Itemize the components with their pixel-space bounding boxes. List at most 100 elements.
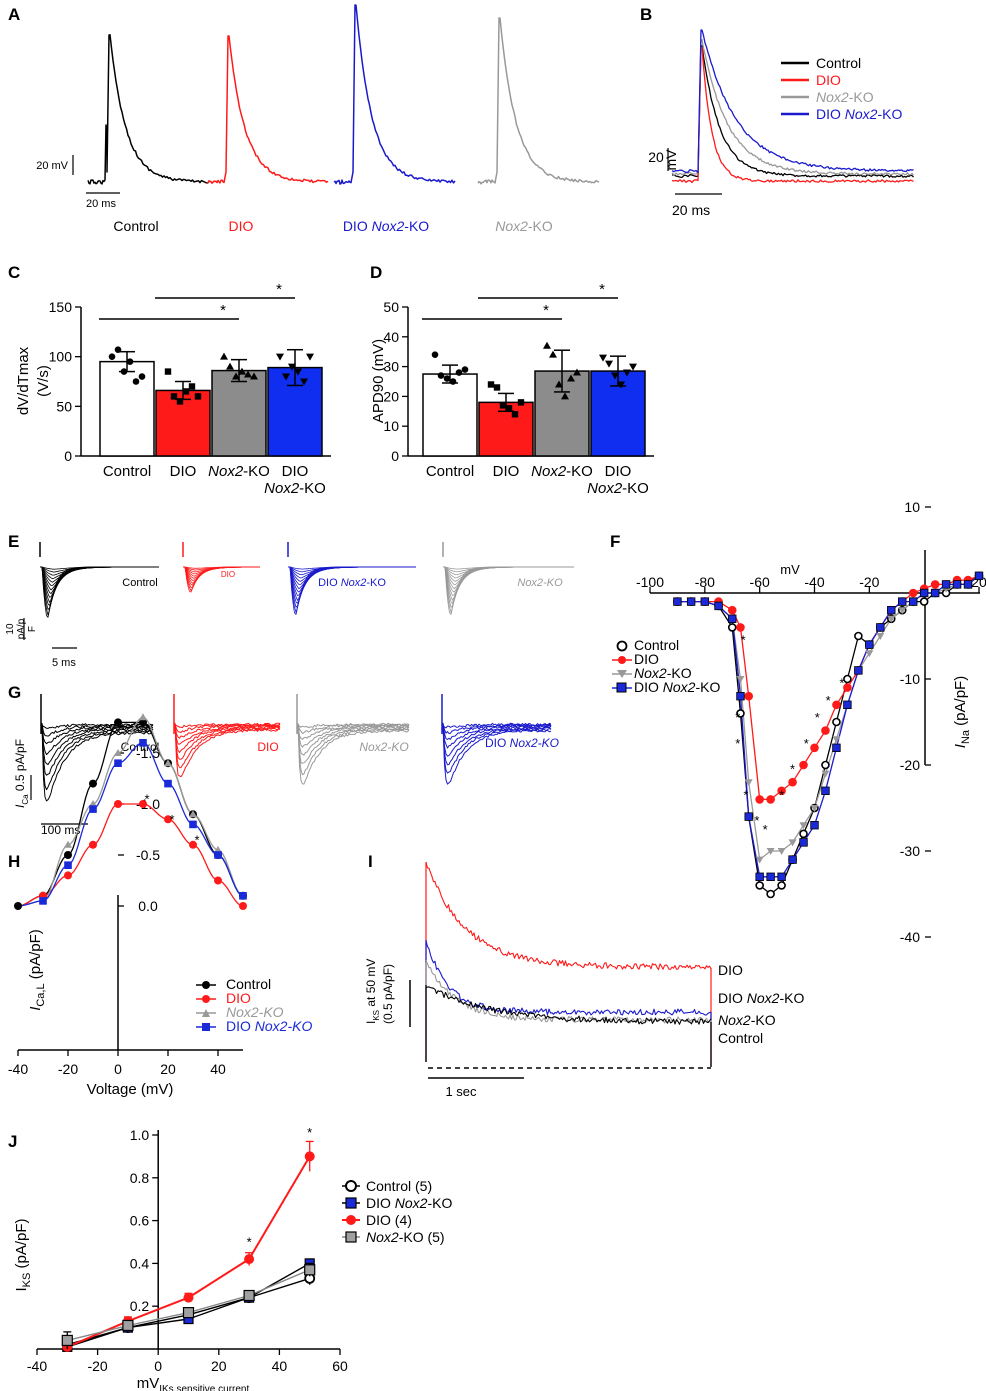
data-point <box>876 623 885 632</box>
italic-text: Nox2-KO <box>359 740 408 754</box>
data-point <box>282 373 290 381</box>
legend-label: Nox2-KO <box>816 89 874 105</box>
data-point <box>239 892 247 900</box>
scale-label: 10 <box>5 623 16 635</box>
panel-label: H <box>8 852 20 871</box>
x-tick-label: -100 <box>636 574 664 590</box>
data-point <box>304 1151 315 1162</box>
data-point <box>493 384 501 391</box>
data-point <box>226 362 234 370</box>
prefix-text: DIO <box>366 1195 395 1211</box>
data-point <box>89 805 97 813</box>
data-point <box>799 822 808 830</box>
italic-text: Nox2 <box>372 218 405 234</box>
data-point <box>777 848 786 855</box>
data-point <box>239 902 247 910</box>
action-potential-trace <box>477 17 600 185</box>
data-point <box>243 1289 255 1302</box>
action-potential-trace <box>671 29 914 174</box>
series-line <box>677 575 980 878</box>
italic-text: Nox2 <box>208 463 244 480</box>
current-trace <box>442 724 552 766</box>
data-point <box>832 700 841 710</box>
data-point <box>714 601 723 611</box>
panel-label: C <box>8 263 20 282</box>
y-tick-label: 0.0 <box>138 898 158 914</box>
x-tick-label: -60 <box>750 574 770 590</box>
data-point <box>214 876 222 885</box>
data-point <box>629 363 637 371</box>
data-point <box>810 743 819 753</box>
data-point <box>788 777 797 787</box>
current-trace <box>40 566 159 616</box>
data-point <box>549 350 557 358</box>
data-point <box>139 739 147 747</box>
significance-star: * <box>826 693 831 708</box>
action-potential-trace <box>206 35 329 184</box>
significance-star: * <box>735 736 740 751</box>
data-point <box>673 597 682 606</box>
prefix-text: Control <box>634 637 679 653</box>
data-point <box>304 1264 316 1276</box>
suffix-text: -KO <box>299 480 326 497</box>
suffix-text: -KO <box>877 106 902 122</box>
data-point <box>843 683 852 692</box>
data-point <box>114 749 122 756</box>
legend-label: DIO (4) <box>366 1212 412 1228</box>
y-tick-label: 0.2 <box>130 1298 150 1314</box>
prefix-text: DIO <box>343 218 372 234</box>
legend-label: DIO Nox2-KO <box>226 1018 312 1034</box>
bar <box>422 373 478 457</box>
data-point <box>766 848 775 855</box>
data-point <box>164 368 172 375</box>
y-tick-label: 10 <box>904 499 920 515</box>
data-point <box>887 615 896 623</box>
italic-text: Nox2 <box>517 577 543 589</box>
data-point <box>244 1254 255 1265</box>
data-point <box>64 871 72 880</box>
action-potential-trace <box>671 45 914 179</box>
x-tick-label: Nox2-KO <box>531 463 593 480</box>
data-point <box>777 881 786 890</box>
scale-label: mV <box>663 149 679 171</box>
significance-star: * <box>599 281 605 298</box>
x-tick-label: Nox2-KO <box>208 463 270 480</box>
x-axis-title: mVIKs sensitive current <box>137 1375 250 1391</box>
y-tick-label: 40 <box>383 329 399 345</box>
prefix-text: DIO <box>816 106 845 122</box>
italic-text: Nox2 <box>531 463 567 480</box>
italic-text: Nox2 <box>366 1229 399 1245</box>
legend-label: Control <box>226 976 271 992</box>
data-point <box>561 392 569 400</box>
data-point <box>865 650 874 658</box>
legend-label: Nox2-KO <box>226 1004 284 1020</box>
x-tick-label: 40 <box>210 1061 226 1077</box>
trace-label: DIO <box>221 570 235 579</box>
current-trace <box>425 986 712 1025</box>
italic-text: Nox2 <box>495 218 528 234</box>
action-potential-trace <box>333 4 456 185</box>
y-tick-label: 30 <box>383 359 399 375</box>
data-point <box>555 380 563 388</box>
y-axis-title: ICa,L (pA/pF) <box>27 929 47 1011</box>
legend-marker <box>346 1215 356 1225</box>
data-point <box>898 607 907 615</box>
subscript: KS <box>372 1010 381 1021</box>
data-point <box>64 851 72 859</box>
fit-curve <box>17 742 244 907</box>
y-axis-title: APD90 (mV) <box>370 339 387 423</box>
prefix-text: DIO <box>634 679 663 695</box>
x-tick-label: 20 <box>160 1061 176 1077</box>
data-point <box>941 580 951 589</box>
data-point <box>573 368 581 376</box>
panel-label: B <box>640 5 652 24</box>
suffix-text: -KO <box>243 463 270 480</box>
data-point <box>736 692 745 701</box>
y-tick-label: -20 <box>900 757 920 773</box>
significance-star: * <box>779 787 784 802</box>
suffix-text: -KO <box>404 218 429 234</box>
suffix-text: -KO <box>566 463 593 480</box>
legend-marker <box>345 1231 357 1243</box>
data-point <box>189 820 197 829</box>
